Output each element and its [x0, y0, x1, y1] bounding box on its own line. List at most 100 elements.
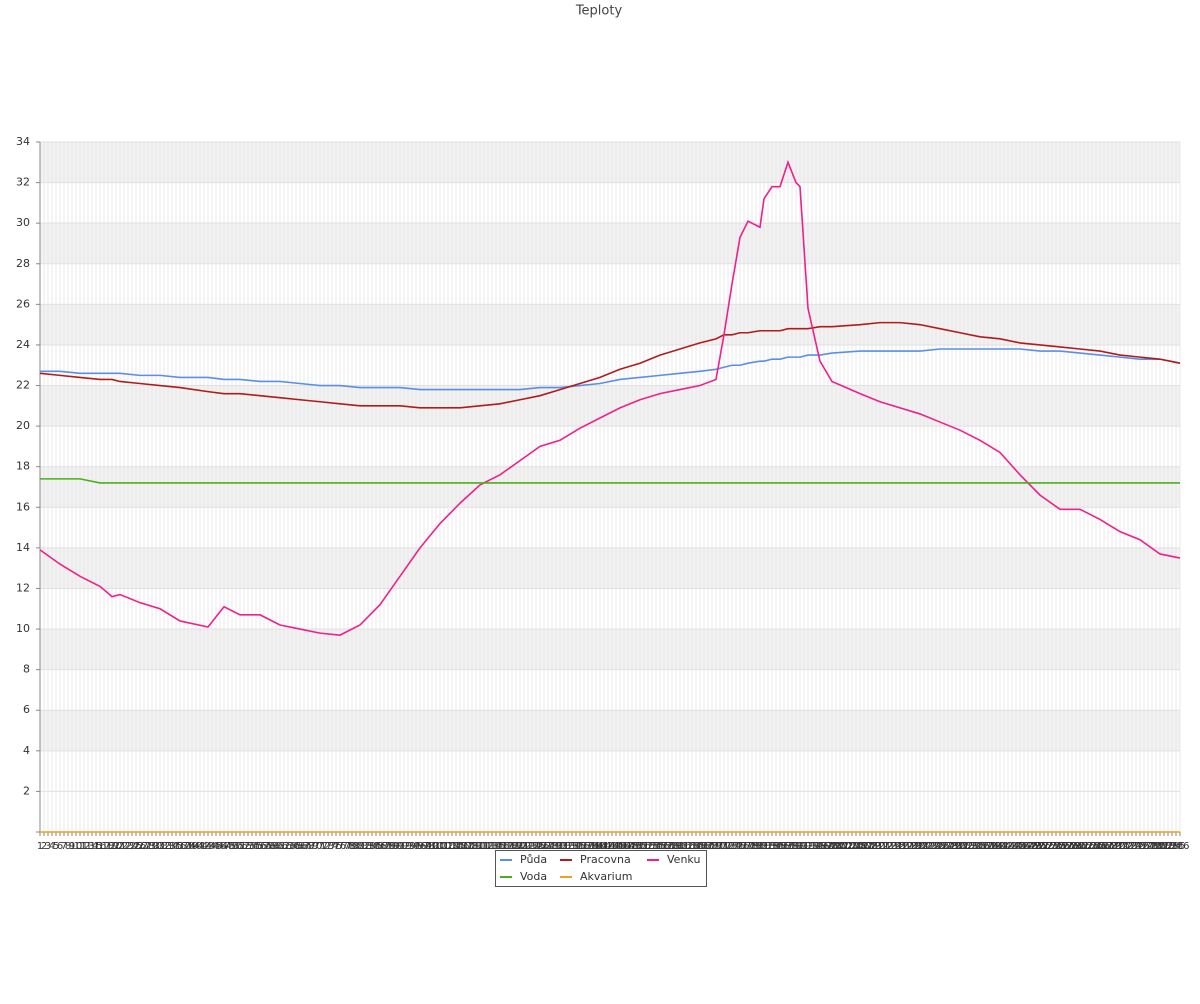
band — [40, 304, 1180, 345]
x-tick-label: 18 — [102, 841, 115, 852]
x-tick-label: 144 — [602, 841, 621, 852]
x-tick-label: 262 — [1074, 841, 1093, 852]
x-tick-label: 86 — [374, 841, 387, 852]
x-tick-label: 49 — [226, 841, 239, 852]
x-tick-label: 99 — [426, 841, 439, 852]
x-tick-label: 79 — [346, 841, 359, 852]
x-tick-label: 141 — [590, 841, 609, 852]
x-tick-label: 62 — [278, 841, 291, 852]
x-tick-label: 156 — [650, 841, 669, 852]
x-tick-label: 31 — [154, 841, 167, 852]
x-tick-label: 147 — [614, 841, 633, 852]
x-tick-label: 174 — [722, 841, 741, 852]
x-tick-label: 81 — [354, 841, 367, 852]
x-tick-label: 207 — [854, 841, 873, 852]
x-tick-label: 152 — [634, 841, 653, 852]
x-tick-label: 102 — [434, 841, 453, 852]
x-tick-label: 164 — [682, 841, 701, 852]
x-tick-label: 58 — [262, 841, 275, 852]
x-tick-label: 142 — [594, 841, 613, 852]
x-tick-label: 93 — [402, 841, 415, 852]
x-tick-label: 75 — [330, 841, 343, 852]
x-tick-label: 277 — [1134, 841, 1153, 852]
x-tick-label: 41 — [194, 841, 207, 852]
y-tick-label: 4 — [23, 744, 30, 757]
x-tick-label: 136 — [570, 841, 589, 852]
x-tick-label: 237 — [974, 841, 993, 852]
x-tick-label: 192 — [794, 841, 813, 852]
x-tick-label: 95 — [410, 841, 423, 852]
x-tick-label: 263 — [1078, 841, 1097, 852]
x-tick-label: 279 — [1142, 841, 1161, 852]
x-tick-label: 89 — [386, 841, 399, 852]
x-tick-label: 68 — [302, 841, 315, 852]
x-tick-label: 153 — [638, 841, 657, 852]
x-tick-label: 286 — [1170, 841, 1189, 852]
x-tick-label: 40 — [190, 841, 203, 852]
x-tick-label: 189 — [782, 841, 801, 852]
x-tick-label: 59 — [266, 841, 279, 852]
x-tick-label: 176 — [730, 841, 749, 852]
y-tick-label: 14 — [16, 541, 30, 554]
x-tick-label: 213 — [878, 841, 897, 852]
x-tick-label: 70 — [310, 841, 323, 852]
x-tick-label: 275 — [1126, 841, 1145, 852]
x-tick-label: 30 — [150, 841, 163, 852]
x-tick-label: 125 — [526, 841, 545, 852]
x-tick-label: 91 — [394, 841, 407, 852]
x-tick-label: 281 — [1150, 841, 1169, 852]
x-tick-label: 267 — [1094, 841, 1113, 852]
x-tick-label: 182 — [754, 841, 773, 852]
x-tick-label: 143 — [598, 841, 617, 852]
x-tick-label: 43 — [202, 841, 215, 852]
x-tick-label: 56 — [254, 841, 267, 852]
x-tick-label: 193 — [798, 841, 817, 852]
x-tick-label: 10 — [70, 841, 83, 852]
x-tick-label: 35 — [170, 841, 183, 852]
x-tick-label: 77 — [338, 841, 351, 852]
x-tick-label: 104 — [442, 841, 461, 852]
x-tick-label: 172 — [714, 841, 733, 852]
x-tick-label: 110 — [466, 841, 485, 852]
x-tick-label: 169 — [702, 841, 721, 852]
x-tick-label: 27 — [138, 841, 151, 852]
x-tick-label: 201 — [830, 841, 849, 852]
x-tick-label: 177 — [734, 841, 753, 852]
x-tick-label: 19 — [106, 841, 119, 852]
x-tick-label: 162 — [674, 841, 693, 852]
x-tick-label: 232 — [954, 841, 973, 852]
x-tick-label: 61 — [274, 841, 287, 852]
series-line — [40, 478, 1180, 484]
band — [40, 710, 1180, 751]
x-tick-label: 259 — [1062, 841, 1081, 852]
x-tick-label: 149 — [622, 841, 641, 852]
legend-label: Pracovna — [580, 853, 631, 866]
y-tick-label: 16 — [16, 500, 30, 513]
lines — [39, 159, 1181, 833]
y-tick-label: 6 — [23, 703, 30, 716]
legend-label: Akvarium — [580, 870, 632, 883]
x-tick-label: 15 — [90, 841, 103, 852]
x-tick-label: 130 — [546, 841, 565, 852]
x-tick-label: 253 — [1038, 841, 1057, 852]
x-tick-label: 128 — [538, 841, 557, 852]
x-tick-label: 157 — [654, 841, 673, 852]
x-tick-label: 188 — [778, 841, 797, 852]
y-tick-label: 20 — [16, 419, 30, 432]
x-tick-label: 17 — [98, 841, 111, 852]
x-tick-label: 185 — [766, 841, 785, 852]
x-tick-label: 115 — [486, 841, 505, 852]
x-tick-label: 98 — [422, 841, 435, 852]
x-tick-label: 112 — [474, 841, 493, 852]
x-tick-label: 138 — [578, 841, 597, 852]
x-tick-label: 16 — [94, 841, 107, 852]
x-tick-label: 234 — [962, 841, 981, 852]
x-tick-label: 212 — [874, 841, 893, 852]
x-tick-label: 87 — [378, 841, 391, 852]
x-tick-label: 204 — [842, 841, 861, 852]
axes: 2468101214161820222426283032341234567891… — [16, 135, 1190, 852]
x-tick-label: 123 — [518, 841, 537, 852]
x-tick-label: 166 — [690, 841, 709, 852]
band — [40, 223, 1180, 264]
x-tick-label: 118 — [498, 841, 517, 852]
